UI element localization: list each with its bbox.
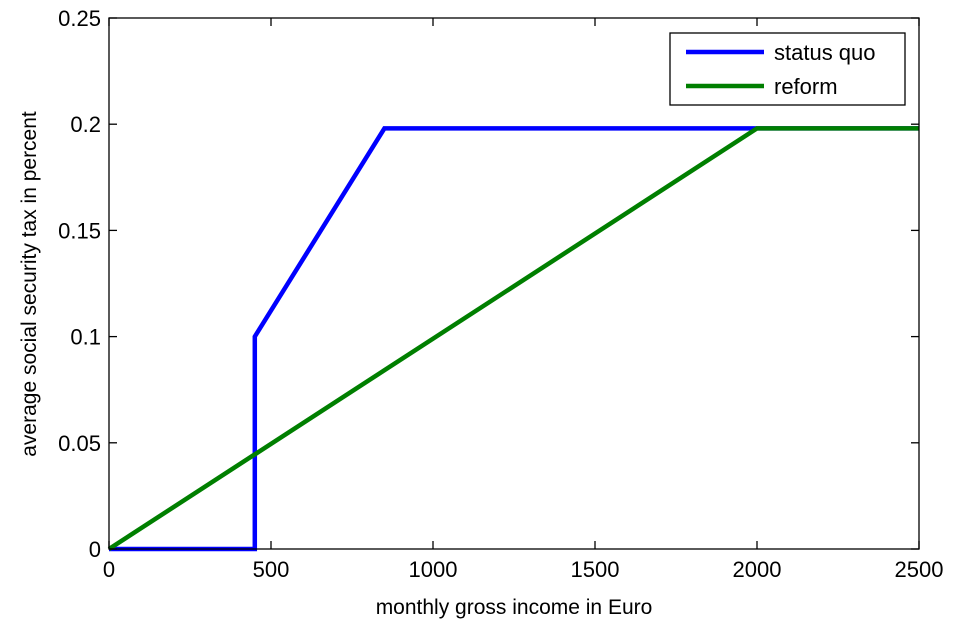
x-tick-label: 2000 xyxy=(733,557,782,582)
plot-frame xyxy=(108,17,920,550)
x-tick-label: 2500 xyxy=(895,557,944,582)
legend: status quo reform xyxy=(669,32,906,106)
legend-label-reform: reform xyxy=(774,74,838,99)
series-line-reform xyxy=(107,126,919,551)
y-tick-label: 0.15 xyxy=(58,218,101,243)
y-tick-label: 0.25 xyxy=(58,6,101,31)
x-axis-label: monthly gross income in Euro xyxy=(376,596,653,619)
tick-layer: 0 500 1000 1500 2000 2500 0 0.05 0.1 0.15 0.2 0.25 xyxy=(58,6,943,582)
x-tick-label: 0 xyxy=(103,557,115,582)
x-tick-label: 1500 xyxy=(571,557,620,582)
legend-label-status-quo: status quo xyxy=(774,40,876,65)
x-tick-label: 500 xyxy=(253,557,290,582)
y-tick-label: 0.1 xyxy=(70,325,101,350)
y-tick-label: 0 xyxy=(89,537,101,562)
y-tick-label: 0.2 xyxy=(70,112,101,137)
x-tick-label: 1000 xyxy=(409,557,458,582)
y-axis-label: average social security tax in percent xyxy=(18,111,41,457)
y-tick-label: 0.05 xyxy=(58,431,101,456)
legend-box xyxy=(669,32,906,106)
